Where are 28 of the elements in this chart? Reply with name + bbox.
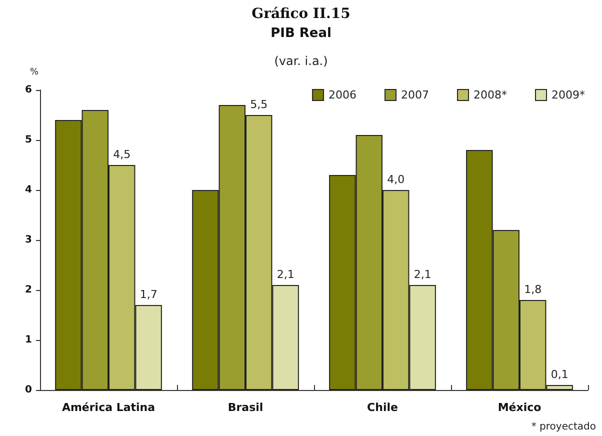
text: * proyectado xyxy=(531,422,596,432)
data-label: 4,5 xyxy=(113,148,131,161)
x-tick-label: Chile xyxy=(367,401,398,414)
text: (var. i.a.) xyxy=(274,54,328,68)
x-tick-label: Brasil xyxy=(228,401,264,414)
y-tick-label: 0 xyxy=(25,384,32,396)
legend-label: 2009* xyxy=(552,88,586,102)
x-tick-label: México xyxy=(498,401,542,414)
y-tick-label: 4 xyxy=(25,184,32,196)
data-label: 1,7 xyxy=(140,288,158,301)
data-label: 4,0 xyxy=(387,173,405,186)
data-label: 2,1 xyxy=(276,268,294,281)
data-label: 1,8 xyxy=(524,283,542,296)
data-label: 2,1 xyxy=(414,268,432,281)
data-label: 0,1 xyxy=(550,368,568,381)
chart-title: Gráfico II.15 xyxy=(252,6,350,22)
y-tick-label: 2 xyxy=(25,284,32,296)
chart-subtitle: PIB Real xyxy=(270,26,332,41)
legend-label: 2008* xyxy=(474,88,508,102)
y-tick-label: 5 xyxy=(25,134,32,146)
y-axis-title: % xyxy=(30,68,39,78)
y-tick-label: 1 xyxy=(25,334,32,346)
data-label: 5,5 xyxy=(250,98,268,111)
legend-label: 2006 xyxy=(328,88,357,102)
y-tick-label: 6 xyxy=(25,84,32,96)
legend-label: 2007 xyxy=(401,88,430,102)
x-tick-label: América Latina xyxy=(62,401,156,414)
y-tick-label: 3 xyxy=(25,234,32,246)
